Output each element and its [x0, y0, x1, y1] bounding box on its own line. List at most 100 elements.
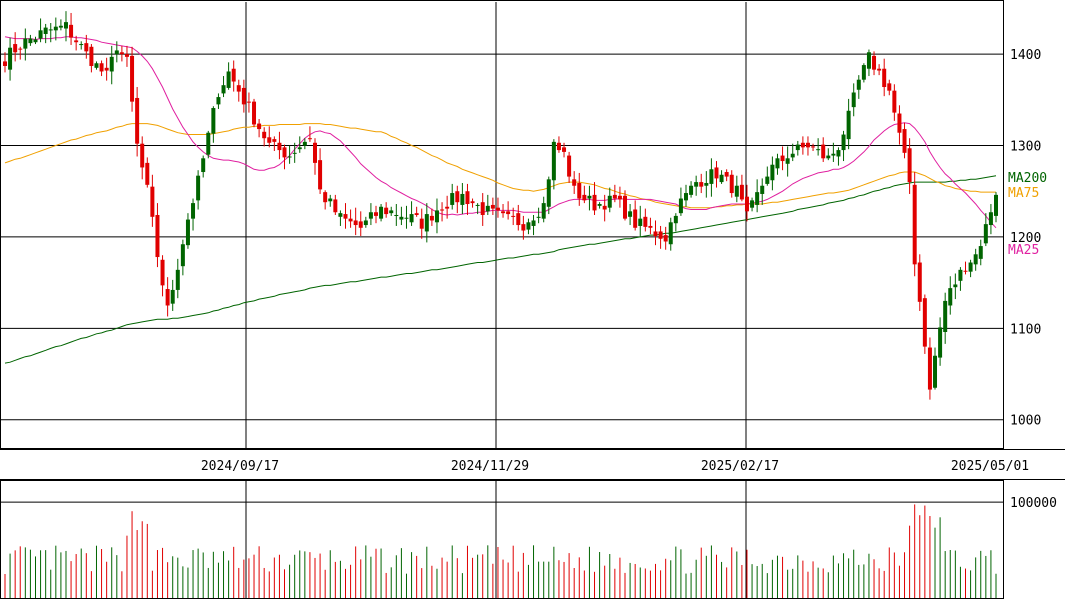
candle-body — [89, 46, 94, 66]
date-axis-labels: 2024/09/17 2024/11/29 2025/02/17 2025/05/01 — [0, 459, 1065, 480]
candle — [877, 64, 882, 76]
price-grid — [0, 2, 1003, 449]
candle-body — [882, 68, 887, 88]
candle — [785, 146, 790, 177]
candle — [69, 12, 74, 45]
candle-body — [3, 61, 7, 66]
candle-body — [689, 185, 694, 195]
candle-body — [145, 162, 150, 185]
candle — [592, 182, 597, 215]
candle — [805, 136, 810, 156]
candle — [536, 207, 541, 224]
candle-body — [277, 142, 282, 151]
candle — [943, 292, 948, 344]
candle-body — [119, 52, 124, 55]
candle — [389, 206, 394, 216]
candle-body — [709, 169, 714, 184]
candle — [231, 60, 236, 92]
candle — [206, 130, 211, 159]
candle-body — [805, 142, 810, 148]
candle-body — [719, 174, 724, 183]
candle — [567, 151, 572, 183]
candle — [490, 197, 495, 215]
candle-body — [501, 211, 506, 214]
candle-body — [994, 194, 998, 216]
candle — [470, 198, 475, 208]
candle-body — [577, 182, 582, 199]
candle — [221, 76, 226, 98]
candle-body — [302, 141, 307, 146]
candle-body — [165, 289, 170, 306]
candle-body — [18, 48, 23, 50]
candle — [775, 153, 780, 175]
candle-body — [495, 207, 500, 211]
candle-body — [480, 202, 485, 215]
candle-body — [23, 38, 28, 49]
candle — [99, 60, 104, 77]
candle-body — [267, 137, 272, 143]
candle — [313, 138, 318, 175]
price-tick-label: 1000 — [1010, 414, 1041, 429]
candle — [917, 254, 922, 311]
candle — [531, 214, 536, 236]
candle — [460, 182, 465, 215]
candle-body — [124, 54, 129, 57]
candle — [58, 19, 63, 31]
candle — [927, 337, 932, 400]
candle-body — [887, 83, 892, 91]
candle-body — [414, 213, 419, 215]
candle — [816, 138, 821, 156]
candle — [506, 201, 511, 220]
candle — [612, 184, 617, 203]
candle — [297, 136, 302, 153]
date-tick-label: 2025/05/01 — [951, 459, 1029, 474]
candle-body — [373, 212, 378, 216]
candle — [424, 203, 429, 243]
candle-body — [638, 218, 643, 226]
candle — [318, 148, 323, 194]
candle-body — [389, 210, 394, 214]
candle-body — [307, 138, 312, 140]
candle-body — [231, 68, 236, 82]
candle-body — [795, 144, 800, 151]
candle — [602, 194, 607, 222]
candle-body — [653, 231, 658, 237]
candle — [272, 136, 277, 151]
candle — [74, 35, 79, 51]
candle — [3, 52, 7, 73]
candle — [709, 158, 714, 197]
candle — [572, 171, 577, 194]
candle — [892, 84, 897, 121]
candle-body — [587, 195, 592, 199]
candle — [434, 198, 439, 234]
candle-body — [927, 347, 932, 390]
candle-body — [790, 153, 795, 158]
candle-body — [633, 209, 638, 228]
moving-average-lines — [4, 36, 997, 364]
candle — [150, 174, 155, 227]
candle — [450, 183, 455, 210]
candle — [287, 145, 292, 164]
candle-body — [938, 327, 943, 358]
candle-body — [201, 158, 206, 173]
candle-body — [968, 262, 973, 272]
candle — [643, 208, 648, 232]
candle-body — [155, 214, 160, 258]
candle — [562, 142, 567, 158]
candle-body — [333, 199, 338, 213]
candle-body — [485, 205, 490, 212]
candle — [140, 136, 145, 180]
candle — [526, 218, 531, 235]
candle-body — [770, 164, 775, 181]
candle — [63, 11, 68, 42]
candle — [33, 36, 38, 45]
candle — [130, 46, 135, 112]
candle — [577, 172, 582, 206]
candle-body — [541, 203, 546, 219]
candle-body — [424, 214, 429, 232]
candle — [440, 202, 445, 222]
candle-body — [678, 198, 683, 214]
candle-body — [297, 147, 302, 150]
candle — [933, 347, 938, 390]
